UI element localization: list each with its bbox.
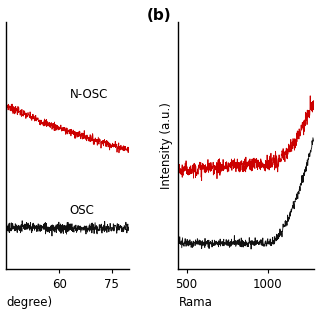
X-axis label: degree): degree) xyxy=(6,296,52,309)
X-axis label: Rama: Rama xyxy=(178,296,212,309)
Text: (b): (b) xyxy=(147,8,172,23)
Text: OSC: OSC xyxy=(70,204,94,217)
Y-axis label: Intensity (a.u.): Intensity (a.u.) xyxy=(160,102,173,189)
Text: N-OSC: N-OSC xyxy=(70,88,108,100)
